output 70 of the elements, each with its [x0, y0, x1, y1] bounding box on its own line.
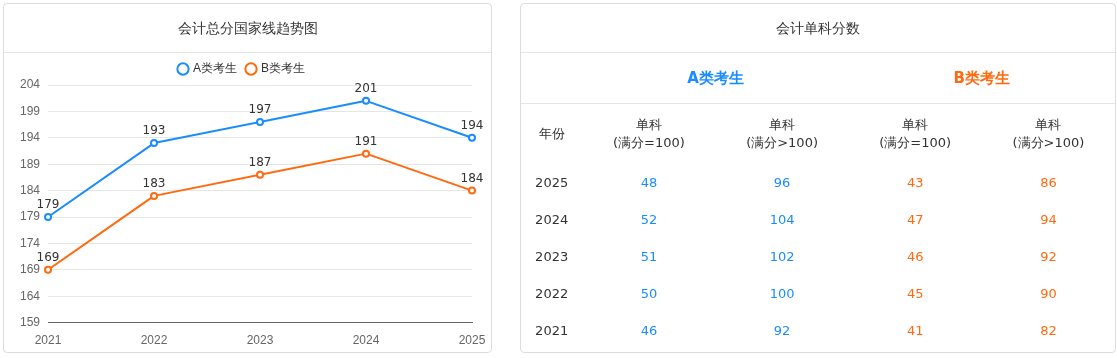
y-tick-label: 204: [19, 77, 41, 92]
y-tick-label: 2025: [534, 173, 570, 192]
data-label: 45: [905, 284, 925, 303]
data-label: 194: [460, 117, 484, 132]
data-label: 92: [1039, 247, 1058, 266]
data-label: 201: [354, 80, 378, 95]
data-label: 184: [460, 170, 484, 185]
x-tick-label: 单科 (满分=100): [611, 116, 686, 152]
data-label: 47: [905, 210, 925, 229]
x-tick-label: 2025: [458, 333, 486, 348]
chart-title: 会计总分国家线趋势图: [4, 4, 491, 53]
data-label: 43: [905, 173, 925, 192]
data-label: 191: [354, 133, 378, 148]
y-tick-label: 2022: [534, 284, 570, 303]
point: [150, 139, 159, 148]
text: 年份: [537, 125, 566, 143]
data-label: 52: [639, 210, 659, 229]
data-label: 86: [1039, 173, 1058, 192]
y-tick-label: 2024: [534, 210, 570, 229]
data-label: 94: [1039, 210, 1058, 229]
chart-title: 会计单科分数: [521, 4, 1115, 53]
text: A类考生: [582, 53, 849, 104]
y-tick-label: 194: [19, 130, 41, 145]
x-tick-label: 单科 (满分>100): [745, 116, 819, 152]
y-tick-label: 184: [19, 182, 41, 197]
text: B类考生: [848, 53, 1115, 104]
data-label: 50: [639, 284, 659, 303]
data-label: 197: [248, 102, 272, 117]
data-label: 46: [639, 321, 659, 340]
data-label: 179: [36, 197, 60, 212]
data-label: 46: [905, 247, 925, 266]
point: [468, 186, 476, 195]
point: [468, 133, 476, 142]
point: [150, 191, 159, 200]
data-label: 96: [772, 173, 792, 192]
data-label: 102: [768, 247, 796, 266]
y-tick-label: 179: [19, 209, 41, 224]
point: [44, 213, 53, 221]
data-label: 183: [142, 176, 166, 191]
y-tick-label: 169: [19, 262, 41, 277]
data-label: 100: [768, 284, 796, 303]
data-label: 169: [36, 249, 60, 264]
y-tick-label: 189: [19, 156, 41, 171]
data-label: 41: [905, 321, 925, 340]
y-tick-label: 159: [19, 314, 41, 329]
legend-label: A类考生: [193, 61, 238, 76]
data-label: 48: [639, 173, 659, 192]
point: [362, 149, 371, 158]
x-tick-label: 2023: [246, 333, 274, 348]
data-label: 92: [772, 321, 792, 340]
y-tick-label: 164: [19, 288, 41, 303]
x-tick-label: 2022: [140, 333, 168, 348]
x-tick-label: 单科 (满分=100): [878, 116, 953, 152]
data-label: 51: [639, 247, 659, 266]
data-label: 90: [1039, 284, 1058, 303]
data-label: 193: [142, 123, 166, 138]
y-tick-label: 199: [19, 103, 41, 118]
y-tick-label: 174: [19, 235, 41, 250]
legend-label: B类考生: [261, 61, 306, 76]
y-tick-label: 2023: [534, 247, 570, 266]
x-tick-label: 单科 (满分>100): [1011, 116, 1086, 152]
data-label: 82: [1039, 321, 1058, 340]
point: [44, 265, 53, 274]
point: [362, 96, 371, 105]
point: [256, 170, 265, 179]
x-tick-label: 2024: [352, 333, 380, 348]
data-label: 104: [768, 210, 796, 229]
data-label: 187: [248, 154, 272, 169]
point: [256, 117, 265, 126]
x-tick-label: 2021: [34, 333, 62, 348]
